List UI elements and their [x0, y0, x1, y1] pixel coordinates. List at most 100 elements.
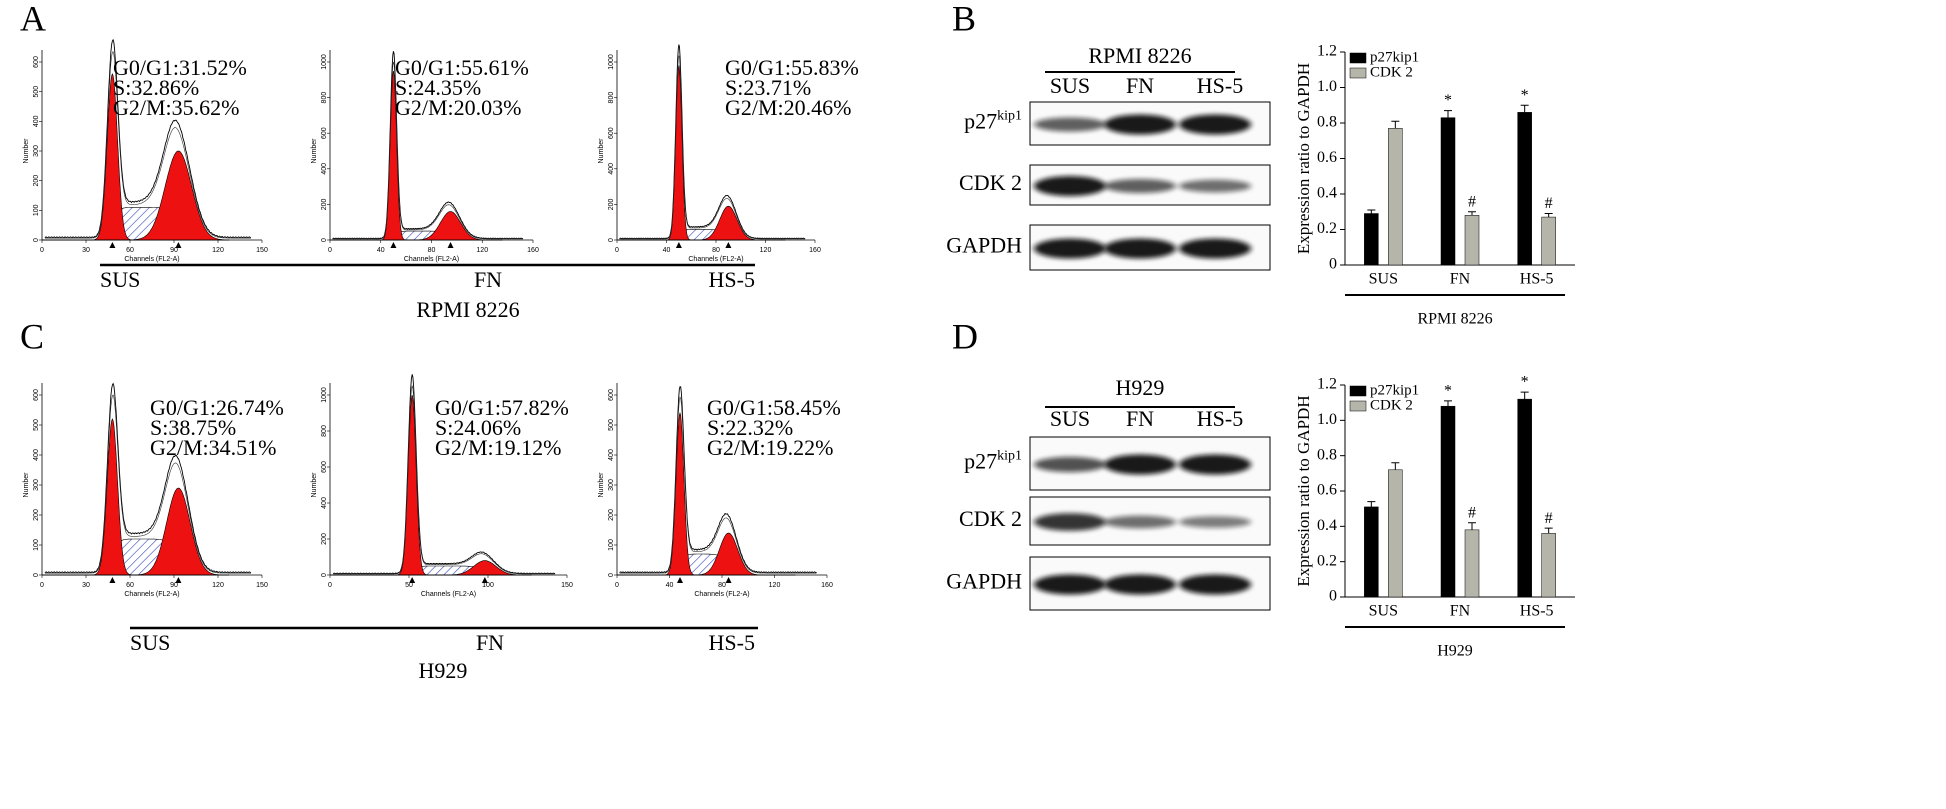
blot-band: [1179, 114, 1251, 135]
y-tick-label: 200: [321, 533, 328, 545]
y-tick-label: 1000: [321, 387, 328, 403]
y-tick-label: 800: [321, 425, 328, 437]
y-tick-label: 100: [33, 539, 40, 551]
cell-line-label: RPMI 8226: [416, 297, 519, 322]
peak-marker: [109, 577, 116, 583]
panel-letter: C: [20, 316, 44, 356]
blot-band: [1104, 515, 1176, 529]
significance-mark: #: [1468, 193, 1476, 210]
x-axis-label: Channels (FL2-A): [694, 591, 749, 598]
phase-percent: G2/M:35.62%: [113, 95, 240, 120]
panel-letter: A: [20, 0, 46, 38]
phase-percent: G2/M:19.12%: [435, 435, 562, 460]
phase-percent: G2/M:19.22%: [707, 435, 834, 460]
y-tick-label: 500: [608, 419, 615, 431]
lane-label: FN: [1126, 73, 1154, 98]
y-tick-label: 400: [321, 163, 328, 175]
group-label: RPMI 8226: [1417, 311, 1492, 328]
x-axis-label: Channels (FL2-A): [404, 256, 459, 263]
y-tick-label: 600: [608, 389, 615, 401]
blot-title: H929: [1116, 375, 1165, 400]
y-tick-label: 100: [608, 539, 615, 551]
phase-percent: G2/M:34.51%: [150, 435, 277, 460]
y-tick-label: 300: [608, 479, 615, 491]
x-tick-label: 120: [760, 247, 772, 254]
blot-band: [1034, 574, 1106, 595]
lane-label: HS-5: [1197, 406, 1243, 431]
condition-label: HS-5: [709, 630, 755, 655]
cell-line-label: H929: [419, 658, 468, 683]
y-tick-label: 500: [33, 419, 40, 431]
y-tick-label: 0.4: [1317, 185, 1337, 202]
peak-marker: [175, 577, 182, 583]
legend-swatch: [1349, 67, 1367, 79]
legend-swatch: [1349, 385, 1367, 397]
error-bar: [1367, 209, 1376, 214]
x-axis-label: Channels (FL2-A): [688, 256, 743, 263]
y-axis-label: Number: [23, 138, 30, 164]
phase-percent: G2/M:20.46%: [725, 95, 852, 120]
peak-marker: [725, 242, 732, 248]
row-name: CDK 2: [959, 506, 1022, 531]
y-tick-label: 600: [321, 461, 328, 473]
y-tick-label: 0: [321, 573, 328, 577]
y-tick-label: 0: [33, 238, 40, 242]
blot-band: [1179, 516, 1251, 528]
significance-mark: #: [1545, 195, 1553, 212]
row-name: p27: [964, 449, 997, 474]
y-tick-label: 600: [321, 127, 328, 139]
lane-label: SUS: [1050, 73, 1090, 98]
y-tick-label: 600: [33, 56, 40, 68]
legend-label: CDK 2: [1370, 64, 1413, 80]
x-tick-label: 90: [170, 247, 178, 254]
significance-mark: #: [1468, 504, 1476, 521]
legend-label: p27kip1: [1370, 382, 1419, 398]
lane-label: FN: [1126, 406, 1154, 431]
x-tick-label: 60: [126, 247, 134, 254]
y-tick-label: 0: [1329, 588, 1337, 605]
y-tick-label: 300: [33, 145, 40, 157]
phase-percent: G0/G1:26.74%: [150, 395, 284, 420]
blot-title: RPMI 8226: [1088, 43, 1191, 68]
y-tick-label: 0.4: [1317, 517, 1337, 534]
phase-percent: S:24.06%: [435, 415, 521, 440]
bar: [1464, 215, 1480, 266]
y-tick-label: 0.8: [1317, 114, 1337, 131]
bar: [1388, 128, 1403, 266]
lane-label: SUS: [1050, 406, 1090, 431]
y-tick-label: 100: [33, 204, 40, 216]
x-tick-label: 90: [170, 582, 178, 589]
x-tick-label: 0: [615, 582, 619, 589]
y-tick-label: 600: [608, 127, 615, 139]
y-tick-label: 400: [33, 115, 40, 127]
y-tick-label: 600: [33, 389, 40, 401]
significance-mark: *: [1521, 374, 1529, 391]
bar: [1541, 216, 1556, 266]
row-name: p27: [964, 109, 997, 134]
y-tick-label: 400: [608, 449, 615, 461]
y-tick-label: 0.6: [1317, 482, 1337, 499]
blot-band: [1104, 454, 1176, 475]
y-tick-label: 0.2: [1317, 220, 1337, 237]
bar: [1388, 469, 1403, 598]
blot-band: [1034, 238, 1106, 259]
x-tick-label: 40: [666, 582, 674, 589]
phase-percent: S:23.71%: [725, 75, 811, 100]
histogram-outline: [619, 386, 817, 574]
histogram-fit: [332, 61, 523, 240]
error-bar: [1444, 400, 1452, 407]
y-tick-label: 0.8: [1317, 446, 1337, 463]
y-tick-label: 800: [321, 92, 328, 104]
x-axis-label: Channels (FL2-A): [421, 591, 476, 598]
x-tick-label: 120: [212, 582, 224, 589]
y-tick-label: 0: [608, 238, 615, 242]
condition-label: FN: [476, 630, 504, 655]
x-tick-label: 80: [712, 247, 720, 254]
error-bar: [1391, 120, 1400, 129]
blot-band: [1179, 238, 1251, 259]
legend-label: CDK 2: [1370, 397, 1413, 413]
blot-band: [1034, 513, 1106, 531]
bar: [1517, 398, 1532, 598]
x-tick-label: 50: [405, 582, 413, 589]
condition-label: SUS: [130, 630, 170, 655]
